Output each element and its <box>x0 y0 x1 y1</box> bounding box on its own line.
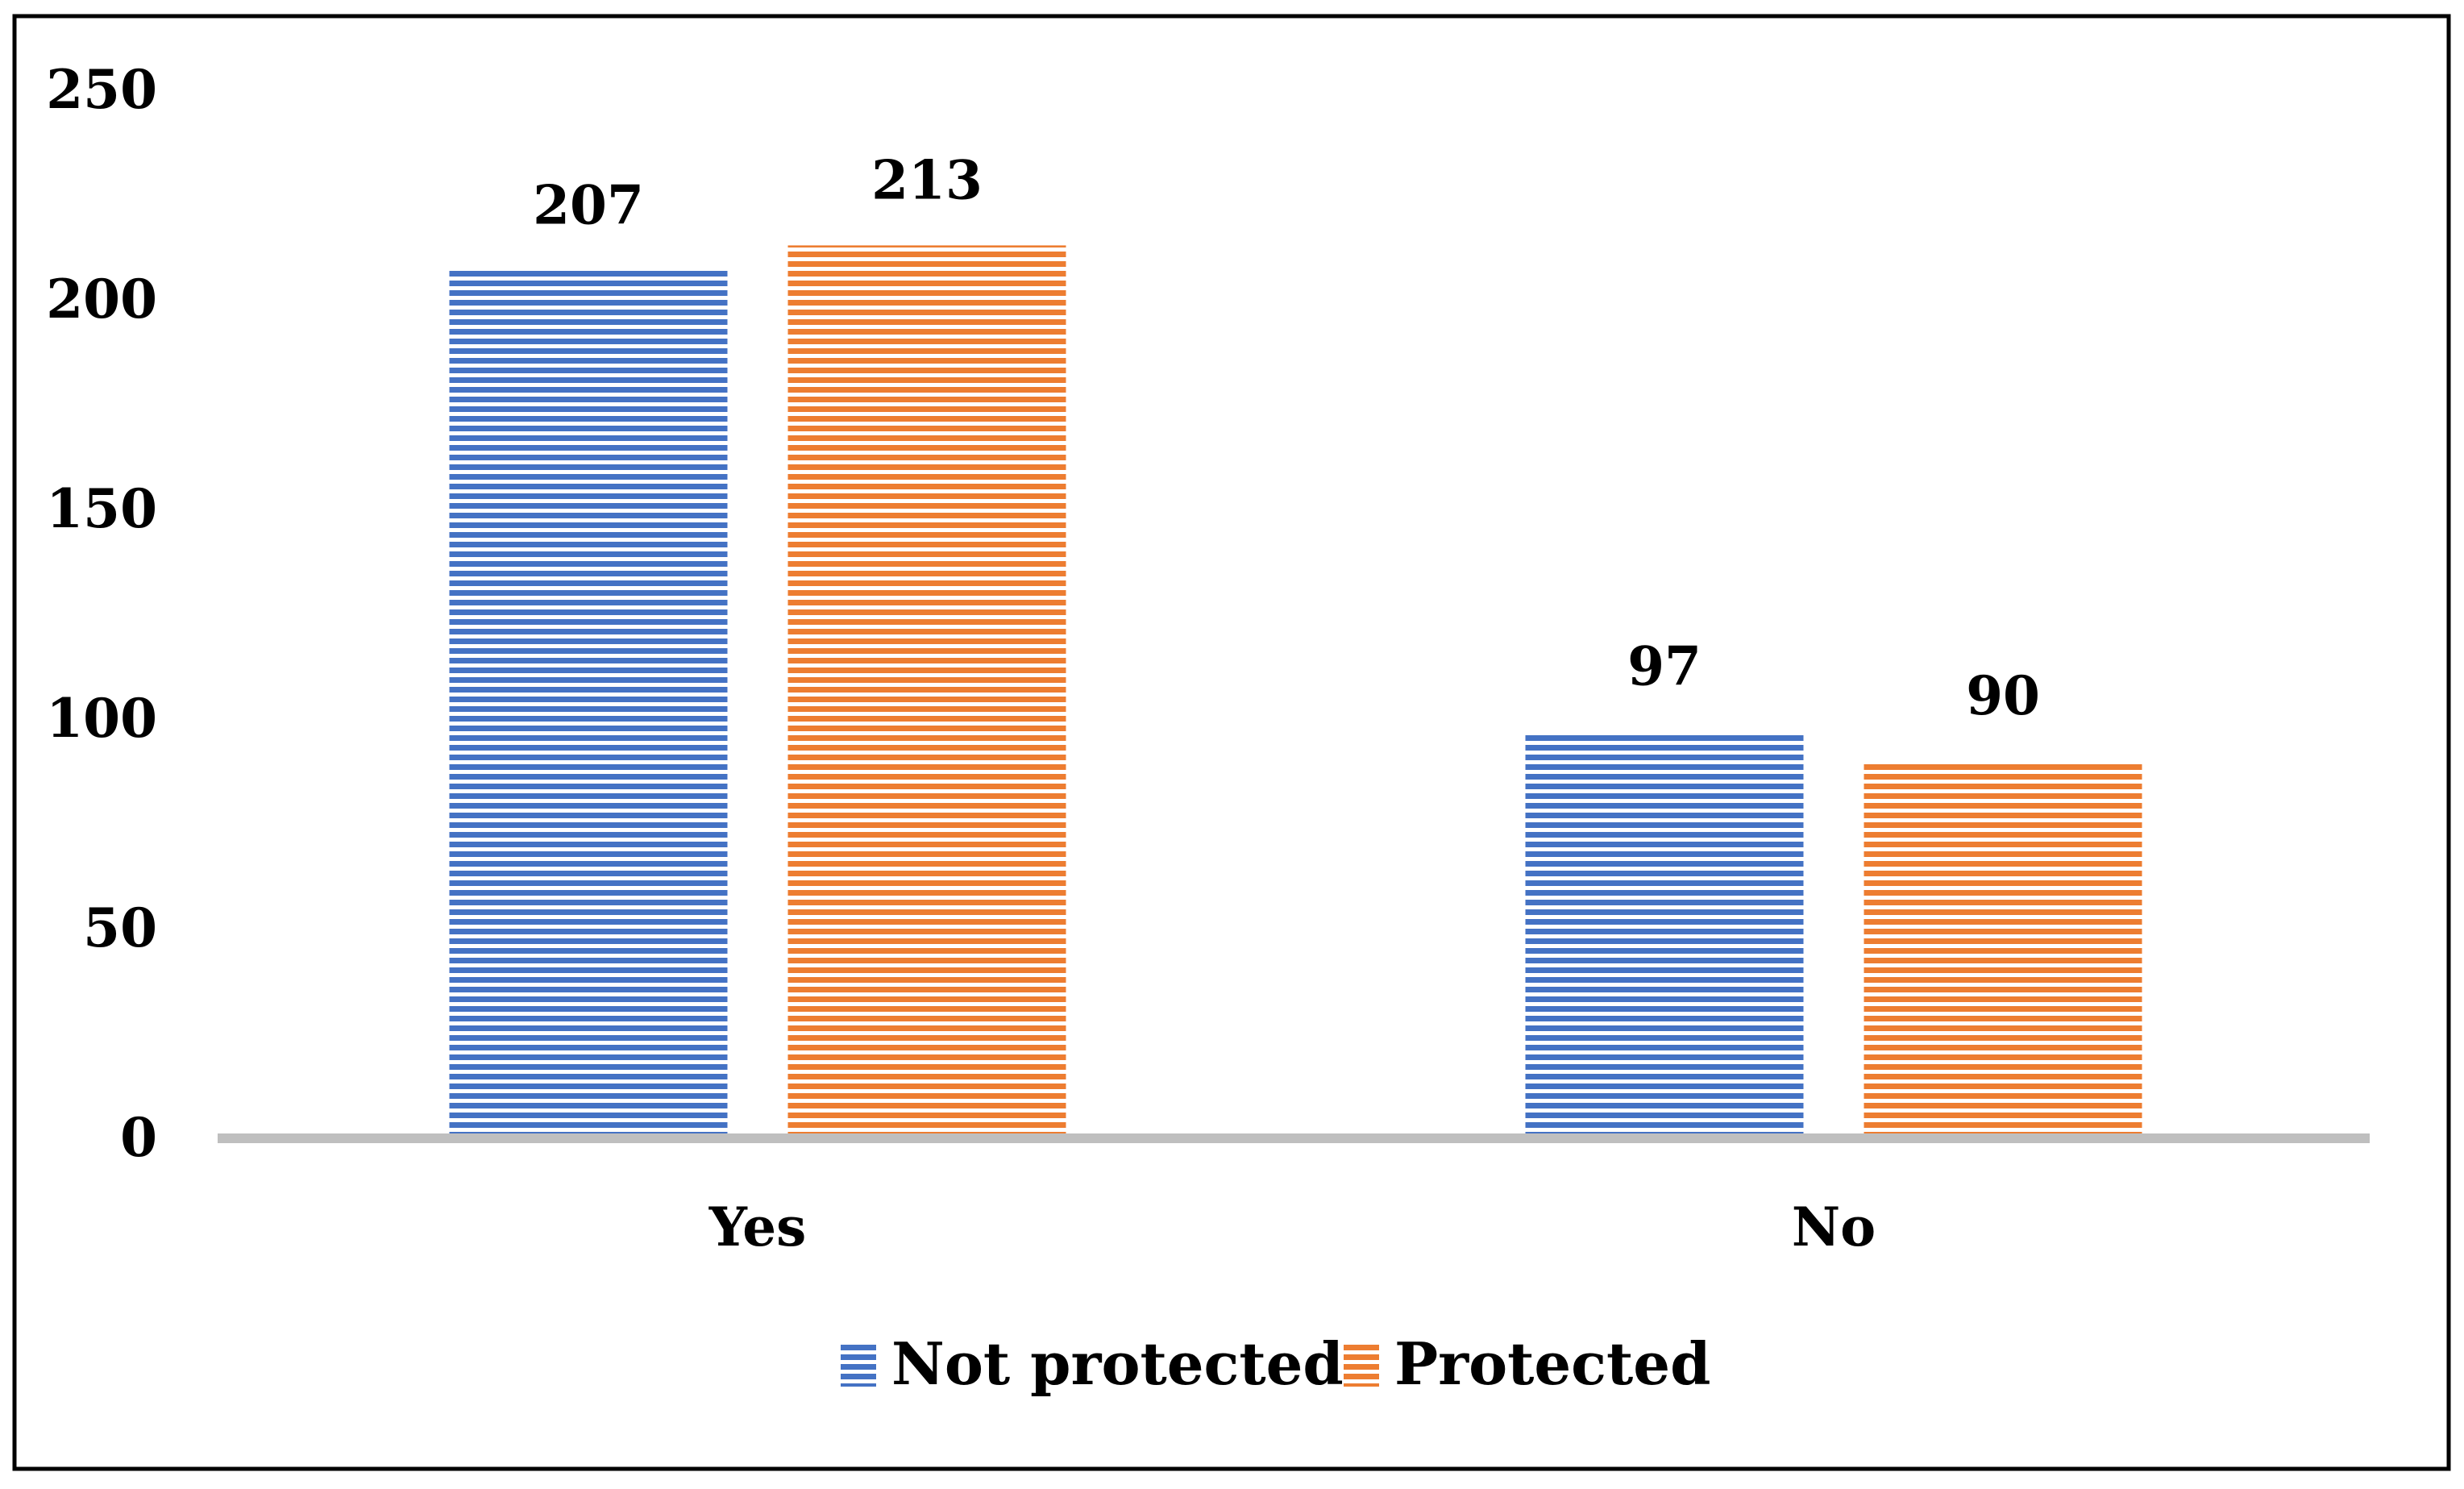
legend-swatch <box>1344 1345 1379 1387</box>
data-label: 90 <box>1966 664 2040 727</box>
x-tick-label: No <box>1792 1196 1876 1258</box>
data-label: 207 <box>533 174 644 237</box>
legend-label: Protected <box>1394 1329 1710 1398</box>
bar-yes-not-protected <box>449 270 728 1139</box>
y-tick-label: 0 <box>120 1106 157 1169</box>
x-tick-label: Yes <box>708 1196 807 1258</box>
chart-frame <box>12 14 2451 1471</box>
legend-swatch <box>841 1345 876 1387</box>
bar-no-protected <box>1864 761 2142 1138</box>
bar-no-not-protected <box>1525 731 1804 1138</box>
y-tick-label: 100 <box>46 687 157 750</box>
y-axis-tick-labels: 0 50 100 150 200 250 <box>46 58 157 1169</box>
y-tick-label: 50 <box>83 896 157 959</box>
bar-yes-protected <box>787 245 1066 1138</box>
data-label: 97 <box>1627 635 1702 698</box>
bars <box>449 245 2142 1139</box>
y-tick-label: 200 <box>46 268 157 331</box>
y-tick-label: 150 <box>46 477 157 540</box>
y-tick-label: 250 <box>46 58 157 121</box>
data-label: 213 <box>871 148 983 211</box>
legend-label: Not protected <box>891 1329 1344 1398</box>
x-axis-tick-labels: Yes No <box>708 1196 1876 1258</box>
data-labels: 207 213 97 90 <box>533 148 2040 727</box>
legend: Not protected Protected <box>841 1329 1710 1398</box>
